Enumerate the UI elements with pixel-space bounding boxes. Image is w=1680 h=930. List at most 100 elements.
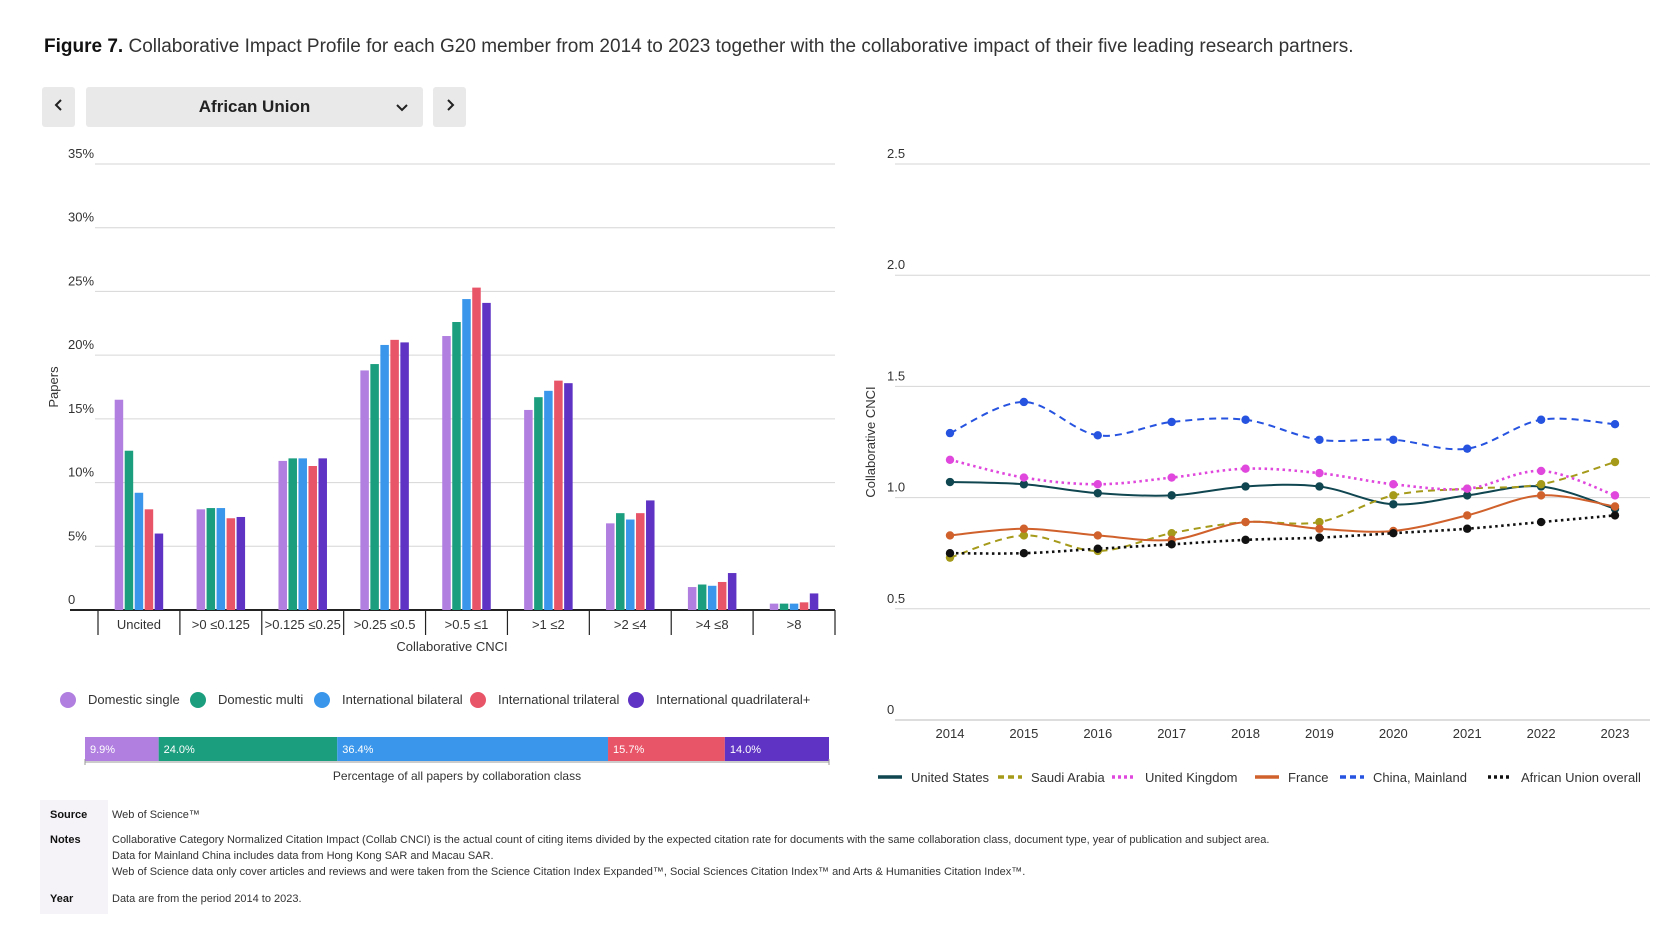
data-point	[945, 549, 955, 558]
data-point	[1093, 531, 1102, 540]
y-tick-label: 35%	[68, 146, 94, 161]
data-point	[1019, 397, 1029, 407]
stacked-segment	[608, 737, 725, 761]
x-tick-label: >0.5 ≤1	[445, 617, 489, 632]
x-tick-label: 2015	[1009, 726, 1038, 741]
bar	[206, 508, 216, 610]
previous-button[interactable]	[42, 87, 75, 127]
figure-caption: Collaborative Impact Profile for each G2…	[128, 36, 1354, 57]
y-tick-label: 15%	[68, 401, 94, 416]
data-point	[1389, 480, 1398, 489]
data-point	[1241, 517, 1250, 527]
x-tick-label: >0 ≤0.125	[192, 617, 250, 632]
data-point	[1093, 480, 1102, 489]
series-line	[949, 481, 1616, 510]
legend-marker	[628, 692, 644, 708]
data-point	[945, 428, 955, 438]
stacked-segment	[724, 737, 829, 761]
data-point	[1315, 435, 1324, 444]
stacked-segment-label: 14.0%	[730, 744, 761, 756]
x-tick-label: 2014	[936, 726, 965, 741]
data-point	[1019, 473, 1029, 482]
bar	[534, 397, 543, 610]
data-point	[1610, 420, 1620, 429]
bar	[124, 450, 134, 610]
data-point	[1167, 473, 1176, 482]
x-tick-label: >0.125 ≤0.25	[265, 617, 341, 632]
data-point	[1389, 528, 1398, 538]
y-tick-label: 0.5	[887, 591, 905, 606]
bar	[236, 516, 246, 610]
bar	[697, 584, 707, 610]
bar	[779, 603, 789, 610]
data-point	[1463, 444, 1472, 453]
bar	[769, 603, 779, 610]
legend-marker	[470, 692, 486, 708]
stacked-segment-label: 15.7%	[613, 744, 644, 756]
stacked-segment-label: 24.0%	[164, 744, 195, 756]
bar	[134, 492, 144, 610]
series-line	[949, 400, 1616, 451]
data-point	[1019, 524, 1029, 533]
data-point	[1019, 480, 1029, 489]
stacked-segment	[85, 737, 159, 761]
bar	[636, 513, 645, 610]
legend-label: Saudi Arabia	[1031, 770, 1105, 785]
x-tick-label: >1 ≤2	[532, 617, 565, 632]
stacked-segment-label: 36.4%	[342, 744, 373, 756]
bar	[308, 466, 317, 610]
bar	[318, 458, 327, 610]
series-line	[949, 514, 1616, 555]
data-point	[1241, 415, 1250, 424]
notes-line: Web of Science data only cover articles …	[112, 866, 1026, 878]
x-tick-label: 2017	[1157, 726, 1186, 741]
source-text: Web of Science™	[112, 809, 200, 821]
y-axis-label: Papers	[46, 366, 61, 408]
y-tick-label: 1.5	[887, 368, 905, 383]
source-label: Source	[50, 809, 88, 821]
bar	[717, 581, 727, 610]
bar	[114, 399, 124, 610]
legend-marker	[190, 692, 206, 708]
bar	[727, 573, 737, 610]
bar	[390, 339, 399, 610]
legend-label: United States	[911, 770, 990, 785]
data-point	[1315, 533, 1324, 542]
data-point	[1463, 511, 1472, 520]
legend-label: International trilateral	[498, 692, 620, 707]
y-tick-label: 25%	[68, 273, 94, 288]
data-point	[1463, 524, 1472, 533]
figure-title: Figure 7. Collaborative Impact Profile f…	[44, 36, 1354, 58]
data-point	[1167, 491, 1176, 500]
data-point	[1241, 482, 1250, 491]
legend-label: China, Mainland	[1373, 770, 1467, 785]
data-point	[1019, 531, 1029, 540]
bar	[626, 519, 635, 610]
y-tick-label: 30%	[68, 210, 94, 225]
data-point	[1389, 491, 1398, 500]
series-line	[949, 494, 1616, 542]
bar	[482, 302, 491, 610]
chevron-left-icon	[53, 97, 65, 117]
data-point	[945, 455, 955, 464]
notes-line: Data for Mainland China includes data fr…	[112, 850, 494, 862]
bar	[154, 533, 164, 610]
data-point	[1536, 480, 1546, 489]
next-button[interactable]	[433, 87, 466, 127]
bar	[380, 344, 389, 610]
legend-label: Domestic single	[88, 692, 180, 707]
data-point	[1315, 524, 1324, 533]
legend-marker	[60, 692, 76, 708]
x-tick-label: >0.25 ≤0.5	[354, 617, 416, 632]
country-selector[interactable]: African Union	[86, 87, 423, 127]
stacked-segment	[337, 737, 609, 761]
data-point	[1093, 544, 1102, 553]
series-line	[949, 461, 1616, 559]
data-point	[1167, 540, 1176, 549]
data-point	[1167, 528, 1176, 538]
series-line	[949, 458, 1616, 497]
bar	[524, 409, 533, 610]
data-point	[1389, 500, 1398, 509]
y-tick-label: 0	[887, 702, 894, 717]
